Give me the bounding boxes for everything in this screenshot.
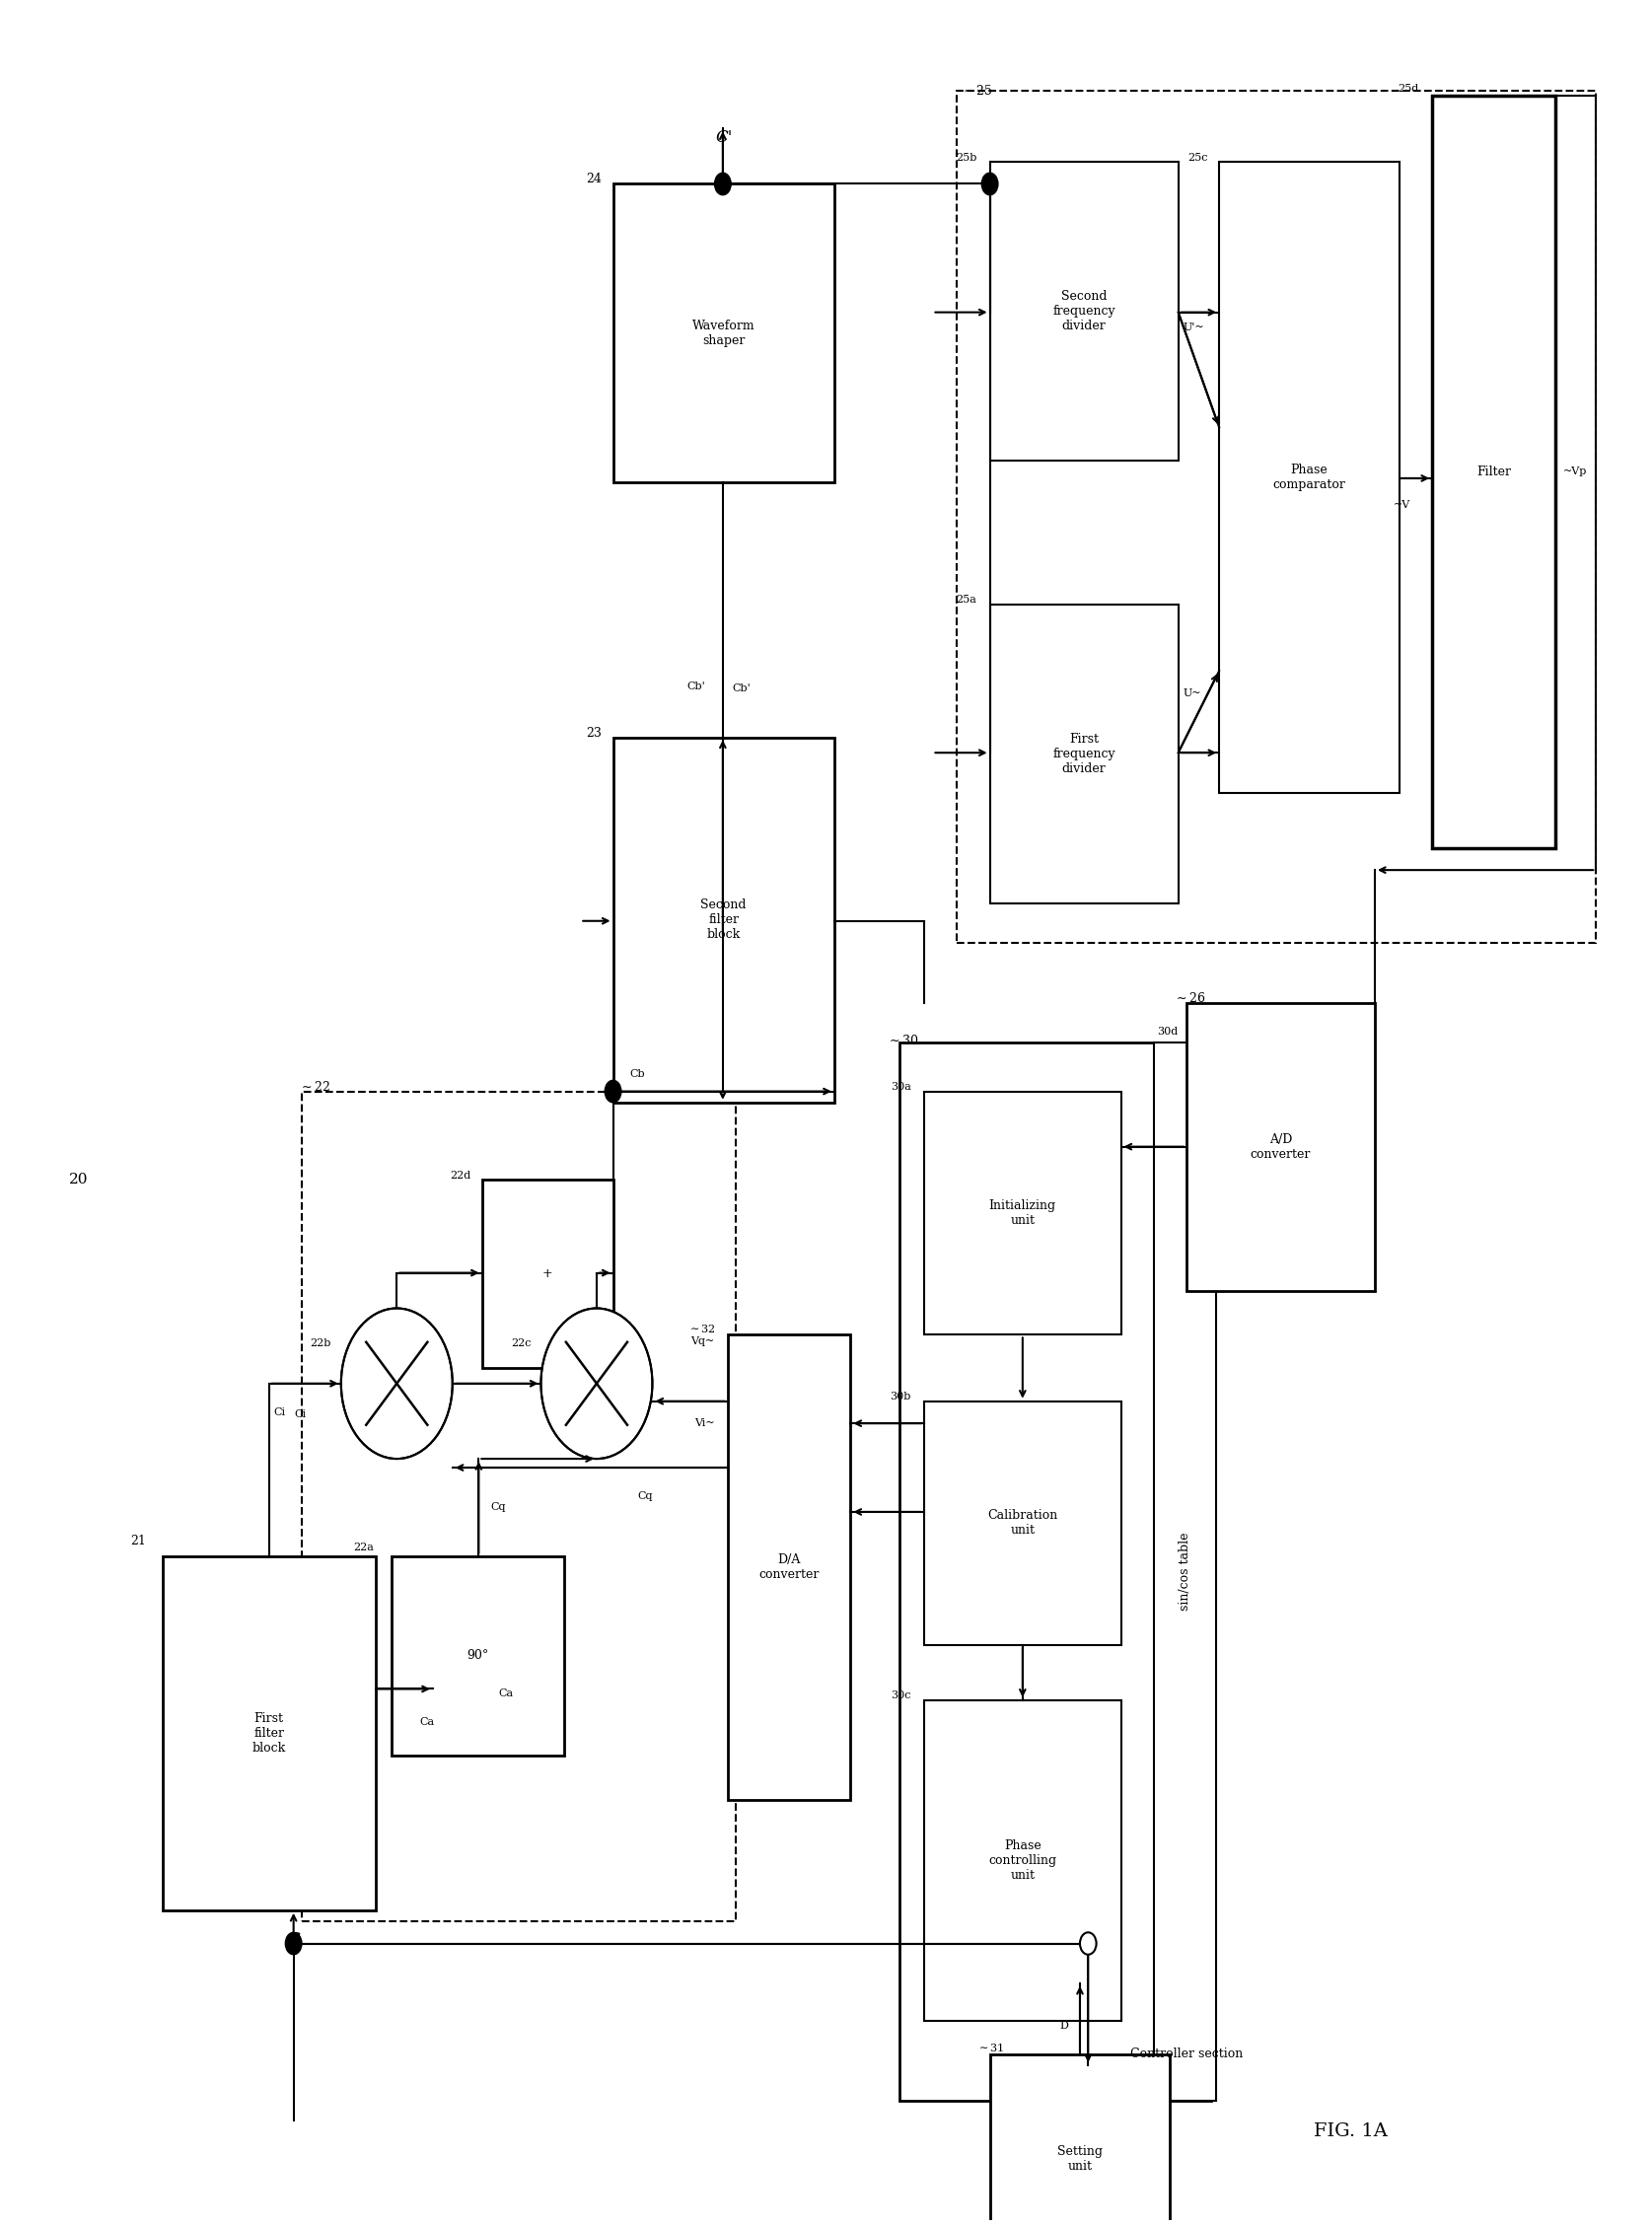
Text: First
filter
block: First filter block: [253, 1713, 286, 1755]
Text: $\sim$25: $\sim$25: [960, 85, 993, 98]
Text: 21: 21: [131, 1534, 145, 1548]
Text: Controller section: Controller section: [1130, 2049, 1242, 2060]
Bar: [727, 1334, 851, 1799]
Text: 24: 24: [586, 174, 601, 185]
Text: Cb: Cb: [605, 1087, 620, 1096]
Bar: [900, 1042, 1211, 2100]
Circle shape: [1080, 1933, 1097, 1955]
Bar: [1432, 96, 1555, 848]
Text: C: C: [287, 1931, 301, 1946]
Text: Phase
comparator: Phase comparator: [1274, 463, 1346, 490]
Circle shape: [715, 174, 730, 196]
Bar: [613, 737, 834, 1102]
Bar: [990, 604, 1178, 904]
Text: $\sim$31: $\sim$31: [976, 2042, 1004, 2053]
Text: ~Vp: ~Vp: [1563, 468, 1588, 477]
Text: U~: U~: [1183, 688, 1201, 697]
Bar: [1153, 1042, 1216, 2100]
Text: Cb': Cb': [732, 684, 752, 693]
Text: Calibration
unit: Calibration unit: [988, 1510, 1057, 1537]
Text: Phase
controlling
unit: Phase controlling unit: [988, 1840, 1057, 1882]
Text: Setting
unit: Setting unit: [1057, 2145, 1102, 2174]
Circle shape: [981, 174, 998, 196]
Text: D: D: [1059, 2020, 1069, 2031]
Text: U'~: U'~: [1183, 323, 1204, 332]
Text: C': C': [715, 129, 733, 145]
Circle shape: [605, 1080, 621, 1102]
Bar: [990, 163, 1178, 461]
Text: 30c: 30c: [890, 1690, 912, 1701]
Bar: [925, 1091, 1122, 1334]
Bar: [162, 1557, 375, 1911]
Text: FIG. 1A: FIG. 1A: [1313, 2122, 1388, 2140]
Bar: [392, 1557, 563, 1755]
Text: 25a: 25a: [957, 595, 976, 606]
Text: Waveform
shaper: Waveform shaper: [692, 318, 755, 347]
Circle shape: [286, 1933, 302, 1955]
Text: Ci: Ci: [294, 1410, 307, 1419]
Text: Second
filter
block: Second filter block: [700, 900, 747, 942]
Circle shape: [540, 1307, 653, 1459]
Text: 20: 20: [69, 1174, 88, 1187]
Text: Cb: Cb: [629, 1069, 644, 1078]
Text: Cq: Cq: [638, 1492, 653, 1501]
Text: +: +: [542, 1267, 553, 1281]
Text: Initializing
unit: Initializing unit: [990, 1200, 1056, 1227]
Text: 22a: 22a: [354, 1543, 373, 1552]
Bar: [613, 185, 834, 483]
Text: Cb': Cb': [687, 681, 705, 690]
Text: D/A
converter: D/A converter: [758, 1554, 819, 1581]
Text: 30d: 30d: [1156, 1027, 1178, 1036]
Text: Second
frequency
divider: Second frequency divider: [1052, 290, 1115, 332]
Text: Cq: Cq: [491, 1503, 506, 1512]
Bar: [925, 1699, 1122, 2020]
Text: 30b: 30b: [890, 1392, 912, 1401]
Text: 22d: 22d: [449, 1171, 471, 1180]
Text: Ci: Ci: [274, 1407, 286, 1416]
Text: First
frequency
divider: First frequency divider: [1052, 733, 1115, 775]
Text: 25d: 25d: [1398, 85, 1419, 94]
Bar: [302, 1091, 735, 1922]
Text: 25c: 25c: [1188, 151, 1208, 163]
Text: 22b: 22b: [311, 1338, 332, 1350]
Text: Vq~: Vq~: [691, 1336, 715, 1347]
Bar: [1219, 163, 1399, 793]
Text: 25b: 25b: [955, 151, 976, 163]
Bar: [990, 2053, 1170, 2227]
Text: $\sim$30: $\sim$30: [887, 1033, 919, 1047]
Text: 23: 23: [586, 726, 601, 739]
Bar: [925, 1401, 1122, 1646]
Bar: [957, 91, 1596, 942]
Text: 30a: 30a: [890, 1082, 912, 1091]
Text: $\sim$32: $\sim$32: [687, 1323, 717, 1334]
Text: 90°: 90°: [468, 1650, 489, 1661]
Text: A/D
converter: A/D converter: [1251, 1134, 1312, 1160]
Text: $\sim$26: $\sim$26: [1173, 991, 1206, 1004]
Text: Ca: Ca: [420, 1717, 434, 1728]
Text: Ca: Ca: [499, 1688, 514, 1699]
Circle shape: [340, 1307, 453, 1459]
Text: Filter: Filter: [1477, 465, 1512, 479]
Text: 22c: 22c: [510, 1338, 530, 1350]
Text: $\sim$22: $\sim$22: [299, 1080, 330, 1093]
Bar: [482, 1180, 613, 1367]
Text: Vi~: Vi~: [694, 1419, 715, 1428]
Bar: [1186, 1002, 1374, 1292]
Text: sin/cos table: sin/cos table: [1178, 1532, 1191, 1610]
Text: ~V: ~V: [1394, 499, 1411, 510]
